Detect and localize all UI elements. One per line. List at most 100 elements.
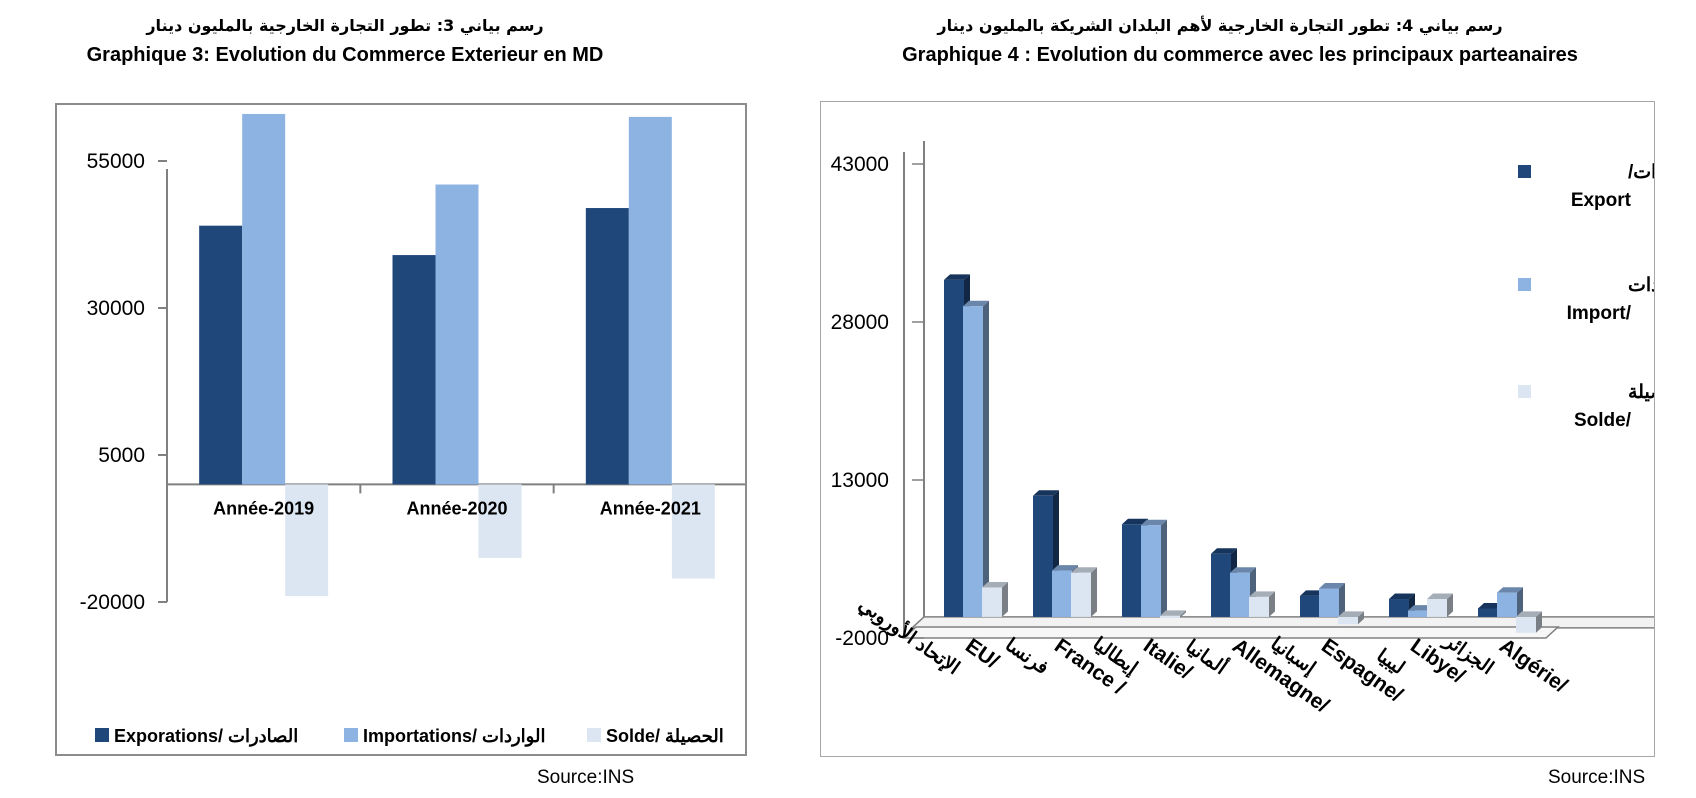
bar-import xyxy=(628,116,672,485)
y-tick-label: 43000 xyxy=(831,153,889,176)
bar-solde xyxy=(1338,616,1358,625)
bar-export xyxy=(1300,595,1320,617)
bar-side xyxy=(1180,610,1186,618)
bar-side xyxy=(1269,591,1275,617)
bar-top xyxy=(1230,567,1256,573)
bar-side xyxy=(1091,567,1097,617)
bar-side xyxy=(1517,587,1523,617)
bar-export xyxy=(1122,524,1142,617)
legend-swatch xyxy=(344,728,358,742)
left-title-fr: Graphique 3: Evolution du Commerce Exter… xyxy=(86,44,604,66)
base-floor xyxy=(902,626,1560,639)
bar-top xyxy=(1071,567,1097,573)
bar-import xyxy=(1319,588,1339,617)
bar-side xyxy=(1339,582,1345,617)
bar-side xyxy=(1002,581,1008,617)
bar-top xyxy=(1211,548,1237,554)
bar-top xyxy=(1319,582,1345,589)
x-category-label: Algérie/ xyxy=(1495,634,1571,697)
legend-label: Exporations/ الصادرات xyxy=(114,726,298,747)
y-tick-label: 30000 xyxy=(87,297,145,320)
bar-top xyxy=(1338,611,1364,617)
x-category-label-ar: فرنسا xyxy=(1001,635,1052,680)
left-bar-chart: 55000 30000 5000 -20000 Année-2019 Année-2020… xyxy=(80,113,747,747)
right-chart-frame: 43000 28000 13000 -2000 EU/الإتحاد الأوروبي F… xyxy=(820,101,1696,757)
bar-solde xyxy=(1427,599,1447,617)
bar-import xyxy=(1230,572,1250,617)
x-category-label: Année-2019 xyxy=(213,498,314,518)
bar-export xyxy=(199,225,243,485)
bar-export xyxy=(392,255,436,485)
legend-swatch xyxy=(1518,165,1531,178)
legend-label-ar: الحصيلة xyxy=(1628,382,1654,403)
legend-swatch xyxy=(587,728,601,742)
bar-top xyxy=(1122,518,1148,525)
bar-import xyxy=(1408,610,1428,617)
bar-top xyxy=(1497,587,1523,593)
y-tick-label: 13000 xyxy=(831,469,889,492)
bar-import xyxy=(1141,525,1161,617)
bar-top xyxy=(1516,611,1542,617)
bar-import xyxy=(1052,570,1072,617)
bar-top xyxy=(1160,610,1186,616)
x-category-label: Année-2020 xyxy=(406,498,507,518)
left-title-ar: رسم بياني 3: تطور التجارة الخارجية بالمل… xyxy=(146,16,544,35)
y-tick-label: -2000 xyxy=(835,627,889,650)
bar-solde xyxy=(285,484,329,597)
bar-export xyxy=(1389,599,1409,617)
x-category-label: Année-2021 xyxy=(600,498,701,518)
y-tick-label: 55000 xyxy=(87,150,145,173)
bar-export xyxy=(1033,495,1053,617)
y-tick-label: -20000 xyxy=(80,591,145,614)
y-tick-label: 28000 xyxy=(831,311,889,334)
legend-label-fr: Import/ xyxy=(1567,303,1632,324)
right-title-ar: رسم بياني 4: تطور التجارة الخارجية لأهم … xyxy=(937,16,1503,35)
bar-side xyxy=(1161,519,1167,617)
y-tick-label: 5000 xyxy=(98,444,145,467)
bar-solde xyxy=(1516,616,1536,633)
x-category-label: Italie/ xyxy=(1139,634,1196,684)
right-title-fr: Graphique 4 : Evolution du commerce avec… xyxy=(902,44,1578,66)
legend-label-ar: الصادرات/ xyxy=(1628,162,1654,183)
bar-side xyxy=(1358,611,1364,625)
bar-export xyxy=(585,208,629,485)
bar-side xyxy=(1536,611,1542,633)
bar-side xyxy=(983,300,989,617)
bar-export xyxy=(1478,608,1498,617)
left-chart-frame: 55000 30000 5000 -20000 Année-2019 Année-2020… xyxy=(55,103,747,756)
bar-import xyxy=(1497,592,1517,617)
bar-top xyxy=(1427,593,1453,600)
x-category-label: EU/ xyxy=(961,634,1003,673)
legend-label: Importations/ الواردات xyxy=(363,726,545,747)
bar-top xyxy=(1033,490,1059,496)
legend-swatch xyxy=(1518,385,1531,398)
bar-top xyxy=(963,300,989,307)
bar-solde xyxy=(1249,596,1269,617)
bar-solde xyxy=(478,484,522,558)
bar-solde xyxy=(982,587,1002,617)
bar-solde xyxy=(671,484,715,579)
legend-label-fr: Export xyxy=(1571,190,1632,211)
left-source: Source:INS xyxy=(537,767,635,788)
bar-top xyxy=(982,581,1008,588)
legend-swatch xyxy=(1518,278,1531,291)
legend-label-fr: Solde/ xyxy=(1574,410,1632,431)
bar-import xyxy=(963,306,983,617)
bar-top xyxy=(1389,593,1415,600)
bar-top xyxy=(1052,565,1078,571)
bar-solde xyxy=(1160,615,1180,618)
bar-export xyxy=(1211,553,1231,617)
bar-export xyxy=(944,279,964,617)
bar-import xyxy=(242,113,286,485)
right-source: Source:INS xyxy=(1548,767,1646,788)
bar-import xyxy=(435,184,479,485)
legend-swatch xyxy=(95,728,109,742)
bar-top xyxy=(1249,591,1275,597)
bar-top xyxy=(944,274,970,280)
legend-label: Solde/ الحصيلة xyxy=(606,726,724,746)
bar-top xyxy=(1141,519,1167,526)
bar-solde xyxy=(1071,572,1091,617)
bar-side xyxy=(1447,593,1453,617)
legend-label-ar: الواردات xyxy=(1628,275,1654,296)
